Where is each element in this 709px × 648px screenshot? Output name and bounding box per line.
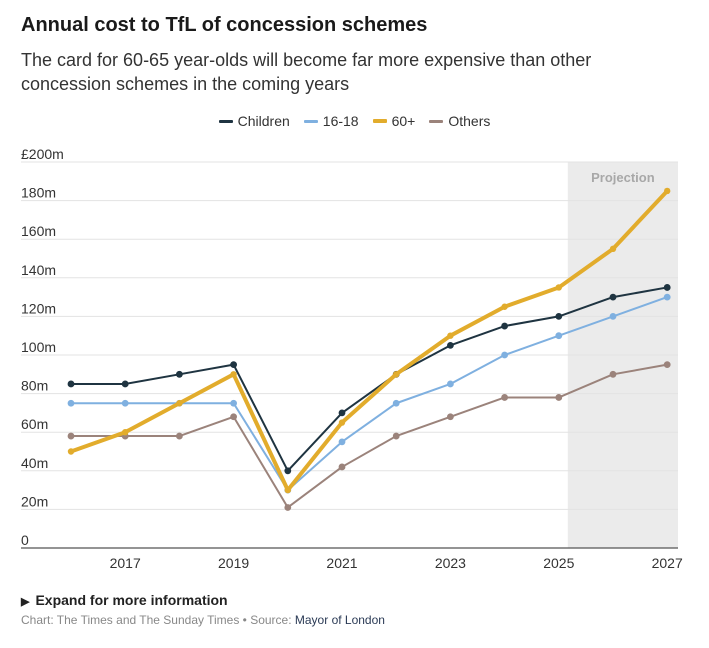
- series-line-60-: [69, 188, 670, 493]
- data-point: [664, 187, 671, 195]
- data-point: [121, 380, 129, 388]
- data-point: [284, 467, 292, 475]
- data-point: [338, 419, 346, 426]
- x-tick-label: 2025: [543, 555, 574, 571]
- data-point: [663, 284, 671, 291]
- y-tick-label: 180m: [21, 185, 56, 201]
- data-point: [392, 399, 400, 407]
- data-point: [555, 284, 562, 291]
- data-point: [609, 245, 617, 253]
- data-point: [122, 429, 129, 436]
- data-point: [393, 371, 400, 378]
- y-tick-label: 100m: [21, 339, 56, 355]
- x-tick-label: 2023: [435, 555, 466, 571]
- y-tick-label: 40m: [21, 455, 48, 471]
- data-point: [501, 322, 508, 330]
- chart-credits: Chart: The Times and The Sunday Times • …: [21, 613, 385, 627]
- line-chart: Projection 0 20m 40m 60m 80m 100m 120m 140m 160m 1…: [21, 146, 683, 571]
- data-point: [230, 371, 237, 378]
- legend-swatch: [372, 119, 387, 123]
- legend-swatch: [218, 119, 233, 123]
- y-tick-label: 0: [21, 532, 29, 548]
- data-point: [67, 380, 75, 388]
- y-tick-label: £200m: [21, 146, 64, 162]
- data-point: [338, 463, 346, 471]
- data-point: [230, 413, 238, 421]
- data-point: [67, 448, 75, 455]
- data-point: [663, 293, 671, 301]
- expand-info-toggle[interactable]: ▶ Expand for more information: [21, 592, 228, 608]
- expand-label: Expand for more information: [35, 592, 228, 608]
- data-point: [501, 303, 508, 310]
- data-point: [176, 432, 183, 440]
- data-point: [447, 332, 454, 339]
- data-point: [447, 341, 454, 349]
- y-tick-label: 140m: [21, 262, 56, 278]
- credit-prefix: Chart: The Times and The Sunday Times • …: [21, 613, 295, 627]
- data-point: [121, 399, 129, 407]
- y-tick-label: 160m: [21, 223, 56, 239]
- data-point: [230, 399, 238, 407]
- y-tick-label: 20m: [21, 493, 48, 509]
- data-point: [338, 409, 346, 417]
- data-point: [284, 504, 292, 511]
- data-point: [338, 438, 346, 446]
- data-point: [555, 394, 563, 401]
- data-point: [447, 380, 454, 388]
- data-point: [447, 413, 454, 421]
- source-link[interactable]: Mayor of London: [294, 613, 385, 627]
- data-point: [501, 351, 508, 359]
- data-point: [176, 400, 183, 407]
- data-point: [555, 313, 563, 320]
- data-point: [284, 486, 291, 494]
- projection-label: Projection: [591, 170, 655, 185]
- series-line-children: [70, 286, 669, 472]
- data-point: [67, 399, 75, 407]
- data-point: [67, 432, 75, 440]
- legend-label: Children: [237, 113, 290, 129]
- y-tick-label: 60m: [21, 416, 48, 432]
- triangle-right-icon: ▶: [21, 596, 30, 608]
- data-point: [230, 361, 238, 369]
- data-point: [555, 332, 563, 340]
- x-tick-label: 2017: [110, 555, 141, 571]
- legend-label: 60+: [391, 113, 416, 129]
- chart-subtitle: The card for 60-65 year-olds will become…: [21, 50, 592, 94]
- x-tick-label: 2027: [652, 555, 683, 571]
- data-point: [501, 394, 508, 401]
- data-point: [663, 361, 671, 369]
- data-point: [176, 370, 183, 378]
- series-line-16-18: [70, 296, 669, 492]
- legend-item-60-plus[interactable]: 60+: [372, 113, 416, 129]
- x-tick-label: 2021: [326, 555, 357, 571]
- legend-label: 16-18: [322, 113, 359, 129]
- legend-swatch: [429, 119, 444, 123]
- series-line-others: [70, 363, 669, 509]
- data-point: [609, 370, 617, 378]
- x-tick-label: 2019: [218, 555, 249, 571]
- data-point: [609, 293, 617, 301]
- legend-item-others[interactable]: Others: [429, 113, 490, 129]
- data-point: [392, 432, 400, 440]
- legend-swatch: [303, 119, 318, 123]
- data-point: [609, 313, 617, 320]
- legend-label: Others: [448, 113, 491, 129]
- legend-item-children[interactable]: Children: [218, 113, 290, 129]
- chart-title: Annual cost to TfL of concession schemes: [21, 14, 428, 36]
- y-tick-label: 80m: [21, 378, 48, 394]
- y-tick-label: 120m: [21, 300, 56, 316]
- legend-item-16-18[interactable]: 16-18: [303, 113, 359, 129]
- legend: Children 16-18 60+ Others: [0, 113, 709, 129]
